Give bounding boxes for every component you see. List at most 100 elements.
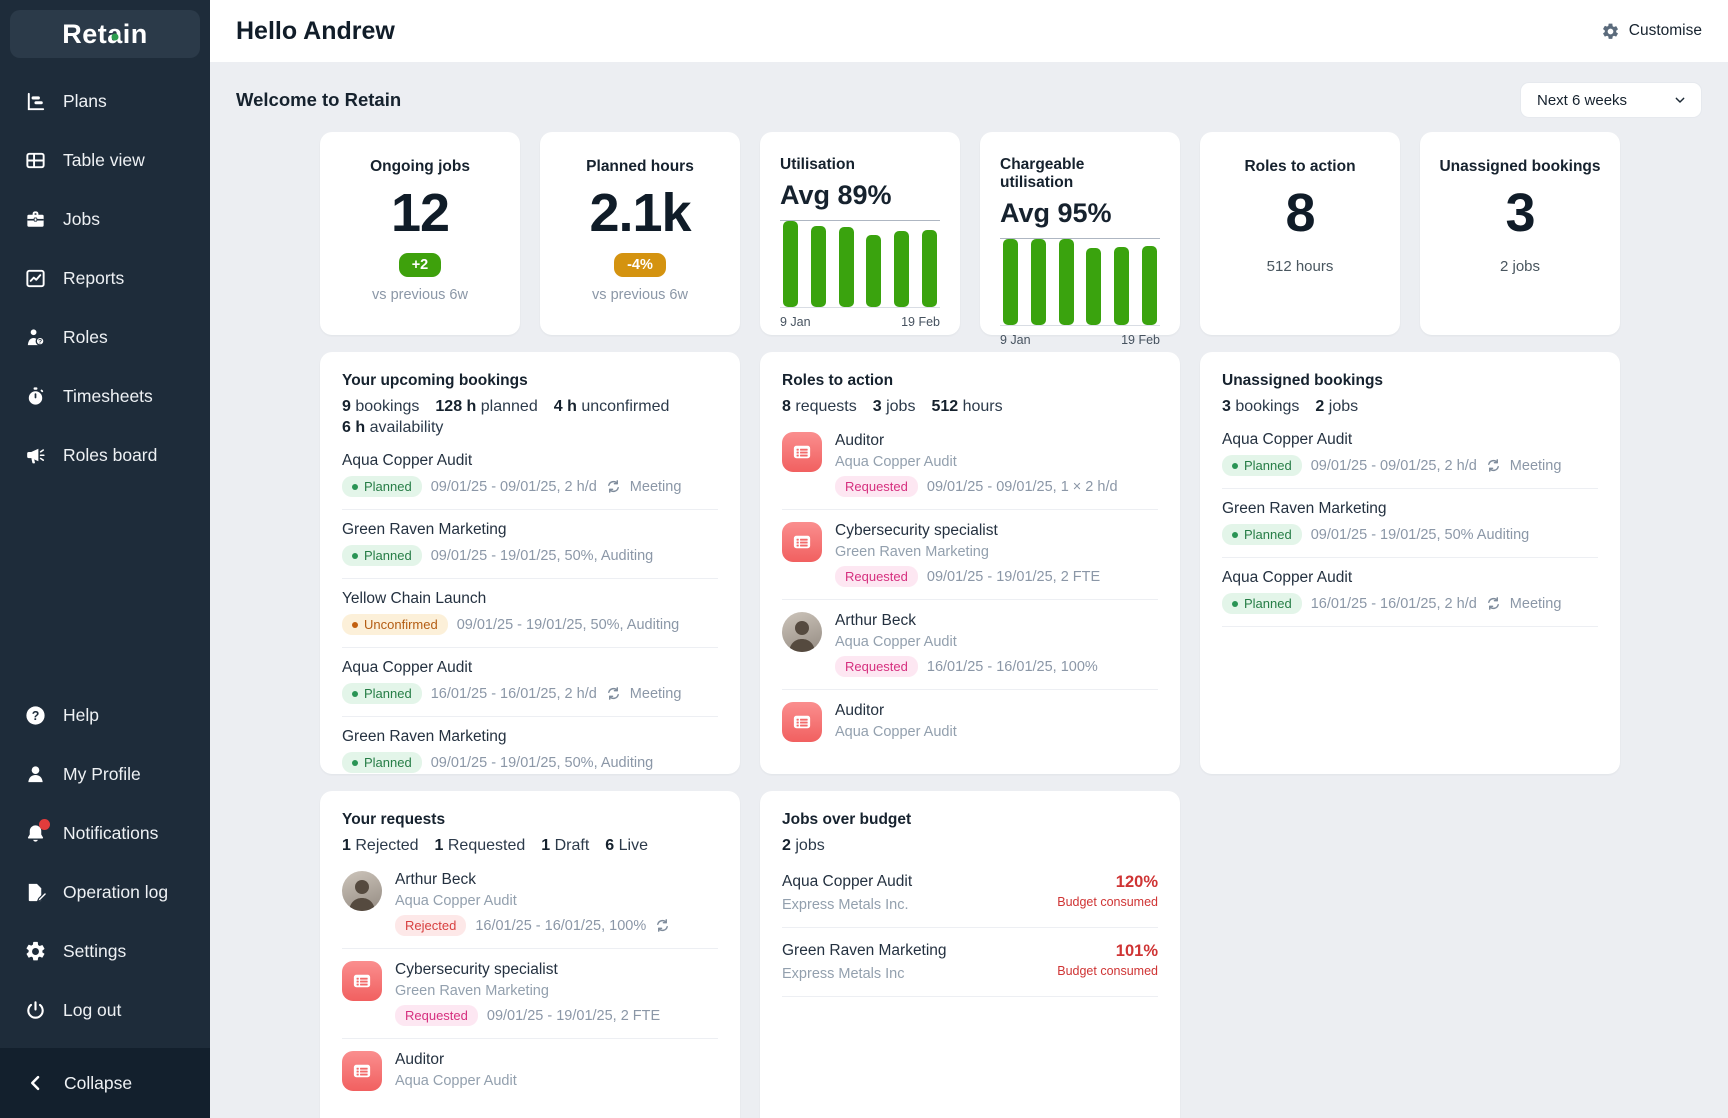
megaphone-icon [27,448,45,464]
period-selector-value: Next 6 weeks [1537,91,1628,109]
booking-row[interactable]: Yellow Chain Launch Unconfirmed 09/01/25… [342,578,718,647]
budget-row[interactable]: Aqua Copper Audit Express Metals Inc. 12… [782,859,1158,928]
request-row[interactable]: Auditor Aqua Copper Audit [342,1038,718,1103]
budget-row[interactable]: Green Raven Marketing Express Metals Inc… [782,928,1158,997]
bookings-list: Aqua Copper Audit Planned 09/01/25 - 09/… [342,441,718,774]
requests-list: Arthur Beck Aqua Copper Audit Rejected 1… [342,859,718,1103]
sidebar-item-roles[interactable]: ? Roles [0,308,210,367]
page-greeting: Hello Andrew [236,16,395,45]
panel-summary: 2 jobs [782,837,825,854]
plans-icon [27,92,45,111]
chart-average: Avg 95% [1000,198,1112,228]
sidebar-item-label: Log out [63,1000,122,1020]
welcome-title: Welcome to Retain [236,89,402,110]
booking-row[interactable]: Aqua Copper Audit Planned 16/01/25 - 16/… [342,647,718,716]
booking-row[interactable]: Aqua Copper Audit Planned 16/01/25 - 16/… [1222,557,1598,627]
role-card-icon [782,702,822,742]
stat-footnote: vs previous 6w [372,287,468,303]
sidebar-item-log-out[interactable]: Log out [0,981,210,1040]
stat-footnote: 2 jobs [1499,258,1541,275]
booking-row[interactable]: Aqua Copper Audit Planned 09/01/25 - 09/… [342,441,718,509]
gear-icon [1602,23,1618,39]
dashboard-grid: Ongoing jobs 12 +2 vs previous 6w Planne… [210,118,1728,1118]
role-row[interactable]: Auditor Aqua Copper Audit [782,689,1158,754]
stat-card-unassigned-bookings: Unassigned bookings 3 2 jobs [1420,132,1620,335]
stat-card-utilisation: Utilisation Avg 89% 9 Jan 19 Feb [760,132,960,335]
chevron-down-icon [1675,97,1685,103]
sidebar-item-reports[interactable]: Reports [0,249,210,308]
sidebar-item-table-view[interactable]: Table view [0,131,210,190]
chevron-left-icon [31,1075,40,1091]
panel-title: Your requests [342,811,446,828]
panel-title: Your upcoming bookings [342,372,528,389]
role-row[interactable]: Auditor Aqua Copper Audit Requested 09/0… [782,420,1158,509]
sidebar-item-label: Plans [63,91,107,111]
sidebar-item-jobs[interactable]: Jobs [0,190,210,249]
customise-button[interactable]: Customise [1601,22,1702,41]
notification-badge [39,819,50,830]
booking-row[interactable]: Green Raven Marketing Planned 09/01/25 -… [342,509,718,578]
chart-bar [921,229,937,307]
sidebar-footer-nav: ? Help My Profile Notifications Operatio… [0,686,210,1048]
stat-value: 8 [1285,183,1315,243]
sidebar: Retain Plans Table view Jobs Reports ? R… [0,0,210,1118]
request-row[interactable]: Cybersecurity specialist Green Raven Mar… [342,948,718,1038]
stat-title: Unassigned bookings [1439,158,1601,175]
sidebar-item-label: Table view [63,150,145,170]
chargeable-utilisation-bar-chart [1000,238,1160,326]
role-row[interactable]: Cybersecurity specialist Green Raven Mar… [782,509,1158,599]
panel-summary: 8 requests 3 jobs 512 hours [782,398,1003,415]
booking-row[interactable]: Aqua Copper Audit Planned 09/01/25 - 09/… [1222,420,1598,488]
collapse-sidebar-button[interactable]: Collapse [0,1048,210,1118]
delta-badge: +2 [398,253,442,277]
sidebar-item-help[interactable]: ? Help [0,686,210,745]
panel-summary: 3 bookings 2 jobs [1222,398,1359,415]
person-question-icon: ? [27,329,45,346]
role-card-icon [342,1051,382,1091]
sidebar-item-plans[interactable]: Plans [0,72,210,131]
logo-green-dot [111,33,119,41]
status-badge: Requested [835,566,918,587]
stat-footnote: 512 hours [1266,258,1334,275]
document-pencil-icon [28,883,47,903]
sidebar-item-label: Settings [63,941,127,961]
sidebar-item-settings[interactable]: Settings [0,922,210,981]
chart-x-labels: 9 Jan 19 Feb [1000,333,1160,347]
stat-title: Chargeable utilisation [1000,156,1085,191]
chart-bar [1114,246,1130,325]
status-badge: Requested [395,1005,478,1026]
panels-row-2: Your requests 1 Rejected 1 Requested 1 D… [320,791,1620,1118]
status-badge: Unconfirmed [342,614,448,635]
role-card-icon [782,432,822,472]
repeat-icon [657,919,669,932]
sidebar-item-operation-log[interactable]: Operation log [0,863,210,922]
sidebar-item-notifications[interactable]: Notifications [0,804,210,863]
sidebar-item-label: Operation log [63,882,169,902]
table-view-icon [26,152,45,169]
sidebar-item-roles-board[interactable]: Roles board [0,426,210,485]
request-row[interactable]: Arthur Beck Aqua Copper Audit Rejected 1… [342,859,718,948]
role-card-icon [782,522,822,562]
role-row[interactable]: Arthur Beck Aqua Copper Audit Requested … [782,599,1158,689]
status-badge: Planned [1222,455,1302,476]
sidebar-item-label: Timesheets [63,386,153,406]
period-selector-dropdown[interactable]: Next 6 weeks [1520,82,1702,118]
booking-row[interactable]: Green Raven Marketing Planned 09/01/25 -… [342,716,718,774]
sidebar-item-timesheets[interactable]: Timesheets [0,367,210,426]
sidebar-item-my-profile[interactable]: My Profile [0,745,210,804]
svg-text:?: ? [38,339,42,346]
chart-average: Avg 89% [780,180,892,210]
bookings-list: Aqua Copper Audit Planned 09/01/25 - 09/… [1222,420,1598,627]
sidebar-nav: Plans Table view Jobs Reports ? Roles Ti… [0,68,210,485]
chart-bar [1086,248,1102,325]
stat-cards-row: Ongoing jobs 12 +2 vs previous 6w Planne… [320,132,1620,347]
app-logo[interactable]: Retain [10,10,200,58]
chart-bar [810,226,826,307]
chart-bar [783,221,798,307]
chart-bar [1141,245,1157,325]
avatar [782,612,822,652]
chart-bar [1003,239,1018,325]
status-badge: Rejected [395,915,467,936]
repeat-icon [607,687,619,700]
booking-row[interactable]: Green Raven Marketing Planned 09/01/25 -… [1222,488,1598,557]
